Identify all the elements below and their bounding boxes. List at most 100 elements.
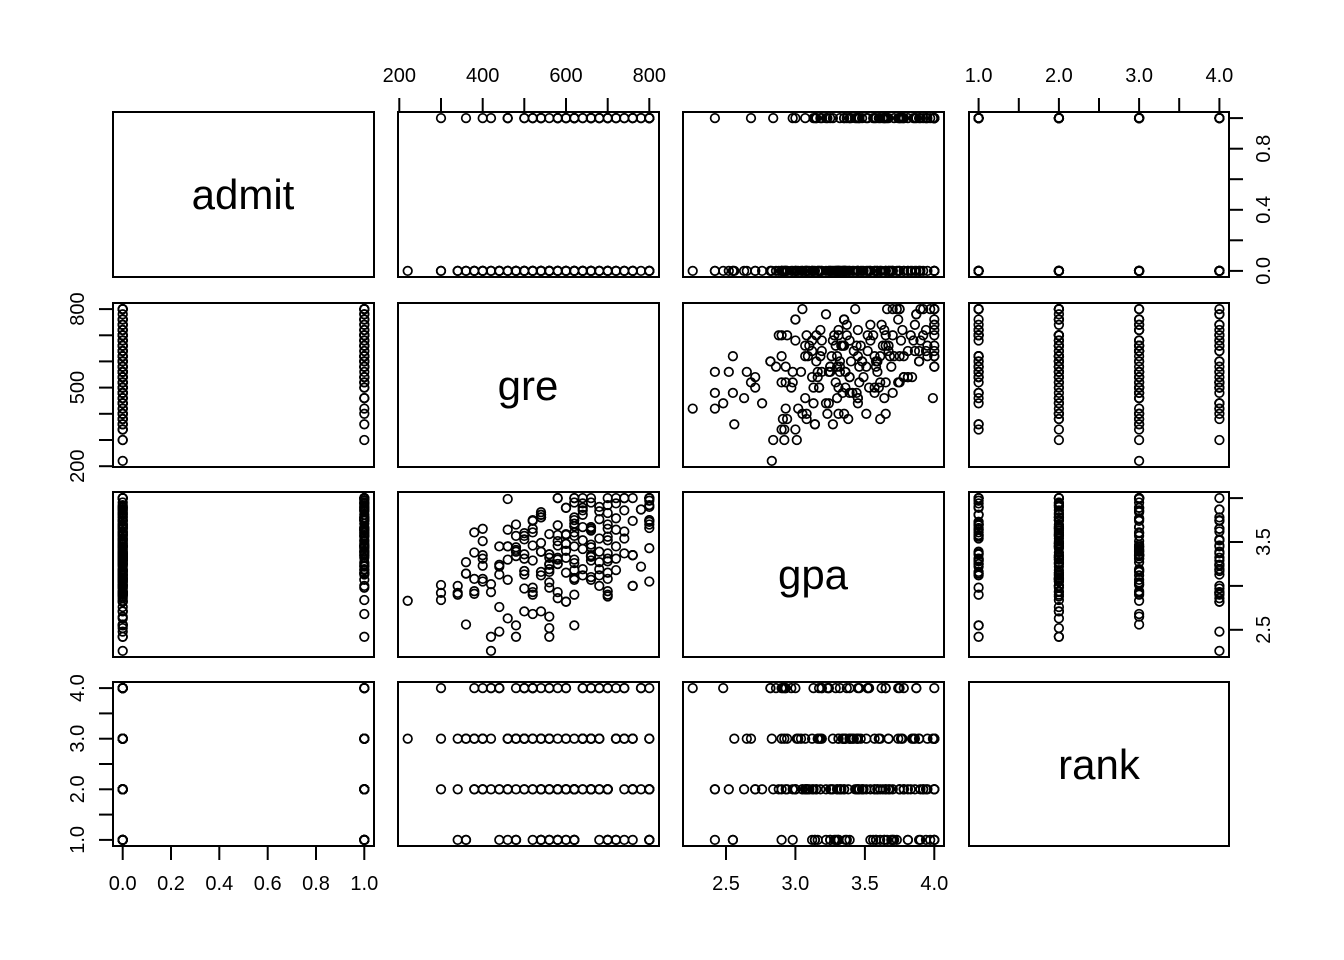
data-point	[973, 589, 984, 600]
data-point	[117, 377, 128, 388]
data-point	[117, 626, 128, 637]
axis-tick-label-gre: 200	[67, 450, 89, 483]
data-point	[868, 330, 879, 341]
data-point	[560, 834, 572, 846]
data-point	[594, 265, 605, 277]
data-point	[477, 682, 488, 694]
data-point	[1053, 345, 1065, 357]
data-point	[519, 565, 530, 577]
data-point	[569, 589, 580, 600]
data-point	[519, 530, 530, 542]
data-point	[552, 682, 563, 694]
data-point	[602, 682, 613, 694]
data-point	[834, 356, 846, 367]
data-point	[727, 351, 739, 362]
data-point	[844, 834, 855, 846]
data-point	[1214, 492, 1225, 504]
data-point	[117, 403, 128, 414]
data-point	[822, 408, 833, 419]
data-point	[359, 608, 370, 620]
data-point	[510, 519, 522, 530]
data-point	[929, 303, 940, 315]
axis-tick-label-admit: 0.8	[1253, 135, 1275, 163]
data-point	[927, 112, 939, 124]
data-point	[544, 682, 555, 694]
data-point	[494, 601, 505, 613]
data-point	[485, 265, 497, 277]
data-point	[117, 413, 128, 425]
data-point	[973, 303, 984, 315]
data-point	[359, 733, 370, 744]
data-point	[435, 784, 447, 795]
data-point	[560, 733, 572, 744]
data-point	[569, 112, 580, 124]
data-point	[1053, 570, 1065, 581]
data-point	[519, 583, 530, 594]
data-point	[585, 733, 597, 744]
data-point	[888, 351, 900, 362]
data-point	[117, 611, 128, 622]
data-point	[1053, 303, 1065, 315]
data-point	[619, 733, 630, 744]
data-point	[117, 314, 128, 325]
data-point	[644, 784, 655, 795]
data-point	[577, 535, 588, 546]
data-point	[535, 537, 547, 549]
data-point	[585, 574, 597, 585]
data-point	[1214, 534, 1225, 545]
data-point	[1214, 593, 1225, 604]
data-point	[519, 549, 530, 560]
data-point	[594, 784, 605, 795]
data-point	[780, 784, 791, 795]
data-point	[1133, 403, 1145, 414]
axis-tick-label-rank: 1.0	[67, 826, 89, 854]
data-point	[477, 560, 488, 571]
data-point	[117, 319, 128, 330]
data-point	[560, 596, 572, 607]
data-point	[869, 387, 880, 399]
data-point	[1133, 539, 1145, 550]
data-point	[927, 392, 939, 404]
data-point	[535, 733, 547, 744]
data-point	[831, 784, 843, 795]
panel-gre-vs-rank	[968, 302, 1230, 468]
data-point	[1133, 303, 1145, 315]
data-point	[870, 265, 882, 277]
data-point	[1053, 319, 1065, 330]
data-point	[837, 387, 848, 399]
data-point	[973, 324, 984, 336]
data-point	[880, 377, 891, 388]
data-point	[544, 265, 555, 277]
data-point	[823, 366, 834, 378]
data-point	[776, 834, 787, 846]
data-point	[1214, 387, 1225, 399]
data-point	[1214, 345, 1225, 357]
data-point	[117, 387, 128, 399]
data-point	[1133, 361, 1145, 372]
data-point	[477, 523, 488, 534]
data-point	[918, 784, 929, 795]
data-point	[858, 371, 869, 383]
panel-gpa-vs-rank	[968, 491, 1230, 658]
data-point	[469, 588, 480, 599]
data-point	[627, 834, 638, 846]
data-point	[594, 533, 605, 544]
data-point	[790, 265, 801, 277]
data-point	[1133, 387, 1145, 399]
data-point	[709, 112, 721, 124]
data-point	[477, 553, 488, 564]
data-point	[460, 568, 472, 579]
data-point	[359, 330, 370, 341]
data-point	[627, 492, 638, 504]
data-point	[1214, 403, 1225, 414]
data-point	[627, 550, 638, 561]
data-point	[602, 535, 613, 546]
data-point	[863, 682, 875, 694]
data-point	[756, 398, 768, 409]
data-point	[535, 112, 547, 124]
data-point	[1214, 626, 1225, 637]
data-point	[922, 351, 933, 362]
data-point	[765, 356, 776, 367]
panel-gre	[397, 302, 660, 468]
data-point	[485, 631, 497, 642]
